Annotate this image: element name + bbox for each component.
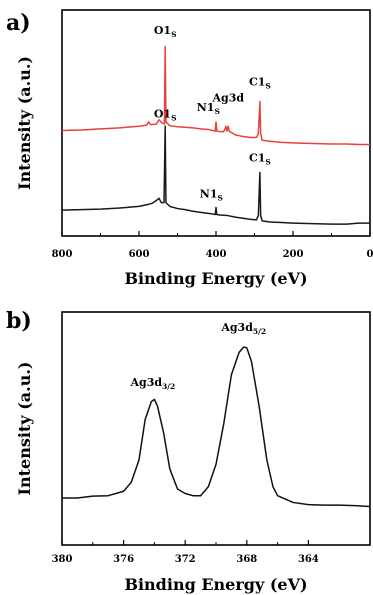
y-axis-title: Intensity (a.u.) — [15, 56, 34, 190]
peak-label: Ag3d5/2 — [220, 321, 266, 336]
peak-label: C1S — [249, 75, 271, 90]
peak-label: O1S — [154, 24, 177, 39]
x-tick-label: 200 — [283, 249, 304, 260]
x-tick-label: 364 — [298, 554, 319, 565]
peak-label: C1S — [249, 152, 271, 167]
panel-label: a) — [6, 10, 31, 36]
series-line-0 — [62, 346, 371, 508]
x-tick-label: 372 — [175, 554, 196, 565]
series-line-1 — [61, 125, 370, 225]
x-tick-label: 800 — [52, 249, 73, 260]
x-tick-label: 0 — [367, 249, 373, 260]
x-tick-label: 600 — [129, 249, 150, 260]
x-axis-title: Binding Energy (eV) — [124, 575, 307, 594]
peak-label: O1S — [154, 108, 177, 123]
x-tick-label: 368 — [236, 554, 257, 565]
plot-frame — [61, 311, 371, 546]
y-axis-title: Intensity (a.u.) — [15, 362, 34, 496]
peak-label: Ag3d — [212, 91, 245, 104]
x-tick-label: 400 — [206, 249, 227, 260]
x-axis-title: Binding Energy (eV) — [124, 269, 307, 288]
panel-label: b) — [6, 308, 32, 334]
peak-label: N1S — [197, 101, 220, 116]
series-line-0 — [61, 45, 370, 146]
x-tick-label: 376 — [113, 554, 134, 565]
peak-label: N1S — [200, 187, 223, 202]
peak-label: Ag3d3/2 — [129, 376, 175, 391]
x-tick-label: 380 — [52, 554, 73, 565]
